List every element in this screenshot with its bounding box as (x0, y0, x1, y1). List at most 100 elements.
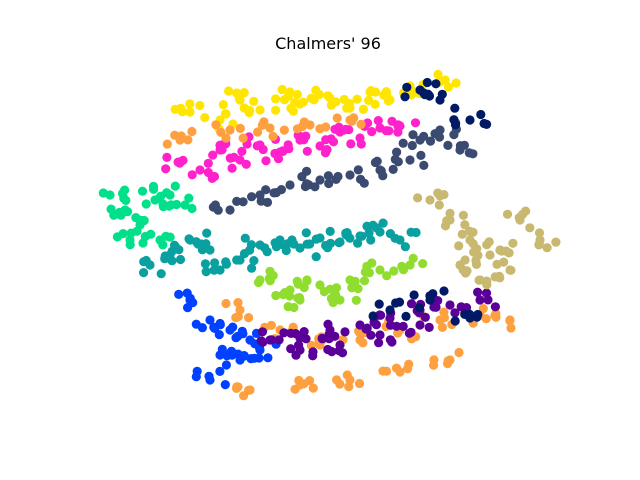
data-point-jitter (202, 228, 212, 238)
data-point-jitter (491, 309, 501, 319)
data-point-jitter (170, 181, 180, 191)
data-point-jitter (323, 91, 333, 101)
data-point-jitter (178, 155, 188, 165)
data-point-jitter (534, 228, 545, 238)
data-point-jitter (132, 226, 142, 236)
data-point-jitter (473, 309, 483, 320)
data-point (405, 155, 415, 165)
data-point-jitter (288, 106, 298, 116)
data-point-jitter (389, 266, 399, 276)
data-point-jitter (474, 275, 484, 285)
data-point-jitter (187, 203, 197, 214)
data-point-jitter (400, 242, 410, 252)
data-point-jitter (146, 229, 156, 239)
data-point-jitter (502, 209, 513, 219)
data-point-jitter (256, 196, 266, 206)
data-point-jitter (165, 232, 175, 242)
data-point-jitter (258, 144, 268, 155)
data-point-jitter (373, 116, 383, 126)
data-point-jitter (551, 237, 561, 247)
data-point (465, 115, 475, 125)
data-point-jitter (170, 130, 180, 140)
data-point-jitter (342, 103, 352, 113)
data-point-jitter (139, 268, 149, 278)
data-point-jitter (125, 240, 135, 250)
data-point-jitter (231, 383, 242, 393)
data-point-jitter (454, 241, 464, 251)
data-point-jitter (167, 256, 177, 266)
data-point-jitter (429, 360, 439, 370)
data-point-jitter (191, 372, 201, 382)
data-point-jitter (418, 259, 428, 269)
data-point-jitter (221, 133, 231, 143)
data-point-jitter (164, 201, 174, 211)
data-point-jitter (353, 165, 363, 175)
data-point-jitter (239, 351, 249, 361)
data-point-jitter (208, 150, 218, 160)
data-point-jitter (158, 240, 168, 250)
data-point-jitter (160, 254, 170, 264)
data-point (315, 175, 325, 185)
data-point-jitter (257, 327, 268, 337)
data-point-jitter (137, 186, 148, 196)
data-point-jitter (356, 119, 366, 129)
data-point-jitter (195, 100, 205, 111)
data-point-jitter (506, 265, 516, 275)
data-point (195, 165, 205, 175)
data-point (475, 295, 485, 305)
data-point (375, 330, 385, 340)
data-point-jitter (197, 323, 207, 333)
data-point-jitter (330, 331, 340, 341)
data-point-jitter (261, 185, 271, 195)
data-point-jitter (317, 334, 327, 344)
data-point-jitter (139, 257, 149, 267)
data-point-jitter (268, 270, 278, 281)
data-point-jitter (233, 312, 243, 322)
data-point-jitter (292, 124, 303, 134)
data-point-jitter (268, 131, 278, 141)
data-point-jitter (211, 120, 221, 130)
data-point-jitter (262, 247, 272, 257)
data-point-jitter (374, 338, 384, 348)
data-point-jitter (367, 127, 377, 137)
data-point-jitter (408, 130, 418, 140)
data-point-jitter (256, 336, 266, 346)
data-point-jitter (271, 105, 281, 115)
data-point-jitter (279, 328, 289, 338)
data-point-jitter (162, 152, 172, 162)
data-point-jitter (371, 320, 381, 330)
data-point-jitter (228, 322, 238, 332)
data-point-jitter (302, 166, 312, 176)
data-point-jitter (508, 238, 518, 248)
data-point-jitter (356, 139, 366, 149)
data-point-jitter (337, 348, 348, 358)
data-point-jitter (407, 140, 417, 151)
data-point-jitter (221, 298, 231, 309)
data-point-jitter (324, 178, 334, 189)
data-point-jitter (117, 188, 128, 199)
data-point-jitter (362, 221, 372, 231)
data-point-jitter (227, 163, 237, 173)
data-point-jitter (301, 334, 311, 344)
data-point-jitter (354, 378, 365, 389)
data-point-jitter (381, 126, 391, 136)
data-point-jitter (310, 182, 320, 192)
data-point-jitter (331, 283, 342, 293)
data-point-jitter (342, 370, 352, 380)
data-point-jitter (208, 202, 218, 212)
data-point-jitter (240, 233, 250, 243)
data-point-jitter (222, 351, 232, 361)
data-point-jitter (443, 82, 454, 92)
data-point-jitter (490, 272, 500, 282)
data-point-jitter (200, 113, 210, 123)
data-point-jitter (359, 178, 369, 188)
data-point-jitter (450, 308, 460, 318)
data-point-jitter (518, 209, 528, 219)
data-point-jitter (440, 221, 451, 231)
data-point-jitter (413, 193, 423, 203)
data-point-jitter (424, 91, 435, 101)
data-point-jitter (460, 255, 470, 265)
data-point-jitter (351, 295, 361, 305)
data-point (225, 125, 235, 135)
